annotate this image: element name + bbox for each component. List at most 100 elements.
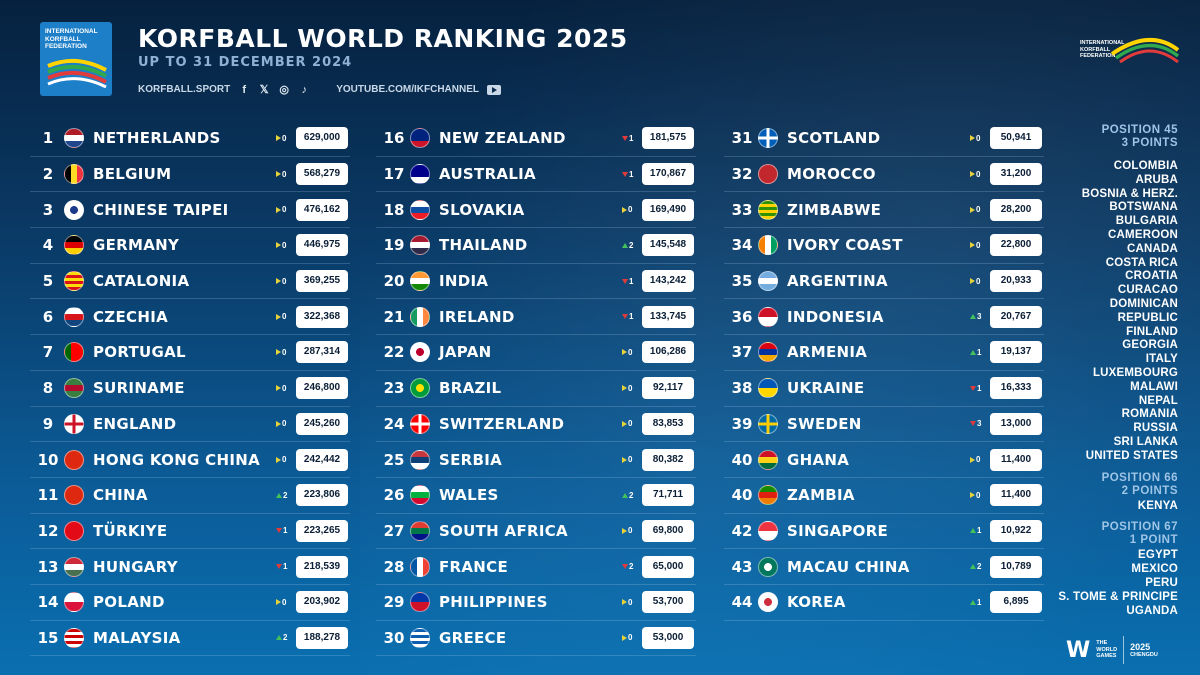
trend-down-icon — [622, 278, 628, 284]
rank-number: 7 — [42, 343, 54, 362]
social-bar: KORFBALL.SPORT f 𝕏 ◎ ♪ YOUTUBE.COM/IKFCH… — [138, 83, 501, 96]
country-name: NETHERLANDS — [93, 129, 221, 148]
rank-change: 0 — [276, 170, 296, 179]
points-badge: 19,137 — [990, 341, 1042, 364]
rank-change: 1 — [276, 562, 296, 571]
ranking-row: 5 CATALONIA 0 369,255 — [30, 264, 350, 300]
points-badge: 476,162 — [296, 198, 348, 221]
side-country: COLOMBIA — [1113, 160, 1178, 172]
country-name: SURINAME — [93, 379, 185, 398]
trend-up-icon — [970, 349, 976, 355]
x-icon[interactable]: 𝕏 — [259, 84, 269, 96]
rank-change: 2 — [970, 562, 990, 571]
wg-line-2: WORLD — [1096, 646, 1118, 653]
rank-number: 24 — [383, 414, 405, 433]
rank-number: 19 — [383, 236, 405, 255]
points-badge: 69,800 — [642, 519, 694, 542]
tiktok-icon[interactable]: ♪ — [301, 83, 307, 96]
points-badge: 223,806 — [296, 484, 348, 507]
group-points: 1 POINT — [1129, 534, 1178, 547]
country-name: WALES — [439, 486, 499, 505]
ranking-row: 32 MOROCCO 0 31,200 — [724, 157, 1044, 193]
country-flag-icon — [64, 128, 84, 149]
rank-change-value: 0 — [282, 133, 287, 143]
trend-down-icon — [970, 385, 976, 391]
points-badge: 10,789 — [990, 555, 1042, 578]
trend-same-icon — [276, 242, 281, 249]
ranking-row: 8 SURINAME 0 246,800 — [30, 371, 350, 407]
rank-change-value: 0 — [976, 205, 981, 215]
points-badge: 203,902 — [296, 591, 348, 614]
ikf-logo-right: INTERNATIONAL KORFBALL FEDERATION — [1080, 32, 1180, 72]
rank-number: 36 — [731, 307, 753, 326]
points-badge: 71,711 — [642, 484, 694, 507]
country-flag-icon — [64, 271, 84, 292]
rank-number: 11 — [37, 486, 59, 505]
rank-change-value: 2 — [629, 240, 634, 250]
lower-positions-list: POSITION 45 3 POINTS COLOMBIA ARUBA BOSNIA &… — [1050, 124, 1178, 626]
ranking-column-2: 16 NEW ZEALAND 1 181,575 17 AUSTRALIA 1 170,867… — [376, 121, 696, 657]
country-flag-icon — [410, 592, 430, 613]
trend-same-icon — [276, 599, 281, 606]
ranking-row: 28 FRANCE 2 65,000 — [376, 549, 696, 585]
rank-change: 0 — [276, 598, 296, 607]
logo-right-line-3: FEDERATION — [1080, 53, 1116, 59]
country-name: THAILAND — [439, 236, 528, 255]
ranking-row: 30 GREECE 0 53,000 — [376, 621, 696, 657]
rank-change-value: 2 — [283, 490, 288, 500]
country-name: GERMANY — [93, 236, 180, 255]
side-country: REPUBLIC — [1117, 311, 1178, 324]
points-badge: 568,279 — [296, 163, 348, 186]
rank-number: 40 — [731, 486, 753, 505]
trend-up-icon — [622, 242, 628, 248]
country-flag-icon — [64, 413, 84, 434]
ranking-row: 44 KOREA 1 6,895 — [724, 585, 1044, 621]
website-link[interactable]: KORFBALL.SPORT — [138, 84, 231, 95]
points-badge: 242,442 — [296, 448, 348, 471]
country-flag-icon — [64, 592, 84, 613]
trend-same-icon — [622, 349, 627, 356]
rank-change: 1 — [622, 134, 642, 143]
country-flag-icon — [410, 520, 430, 541]
trend-same-icon — [276, 385, 281, 392]
rank-number: 43 — [731, 557, 753, 576]
rank-number: 3 — [42, 200, 54, 219]
ranking-row: 7 PORTUGAL 0 287,314 — [30, 335, 350, 371]
logo-right-swoosh-icon — [1110, 37, 1180, 64]
country-name: CZECHIA — [93, 307, 168, 326]
ranking-row: 6 CZECHIA 0 322,368 — [30, 299, 350, 336]
youtube-link[interactable]: YOUTUBE.COM/IKFCHANNEL — [336, 84, 479, 95]
rank-number: 18 — [383, 200, 405, 219]
points-badge: 10,922 — [990, 519, 1042, 542]
youtube-icon[interactable] — [487, 84, 501, 95]
rank-change: 0 — [622, 598, 642, 607]
instagram-icon[interactable]: ◎ — [279, 84, 290, 96]
country-name: POLAND — [93, 593, 165, 612]
rank-number: 29 — [383, 593, 405, 612]
ranking-row: 24 SWITZERLAND 0 83,853 — [376, 407, 696, 443]
facebook-icon[interactable]: f — [242, 83, 247, 96]
points-badge: 65,000 — [642, 555, 694, 578]
country-flag-icon — [64, 235, 84, 256]
country-flag-icon — [758, 128, 778, 149]
rank-number: 4 — [42, 236, 54, 255]
country-flag-icon — [758, 449, 778, 470]
country-name: BELGIUM — [93, 165, 172, 184]
points-badge: 246,800 — [296, 377, 348, 400]
country-name: CATALONIA — [93, 272, 190, 291]
points-badge: 170,867 — [642, 163, 694, 186]
world-games-logo: W THE WORLD GAMES 2025 CHENGDU — [1066, 636, 1158, 664]
group-points: 3 POINTS — [1121, 137, 1178, 149]
logo-line-2: KORFBALL — [45, 35, 81, 43]
rank-change-value: 0 — [282, 347, 287, 357]
rank-change-value: 0 — [976, 240, 981, 250]
trend-same-icon — [276, 278, 281, 285]
points-badge: 31,200 — [990, 163, 1042, 186]
rank-change-value: 0 — [282, 597, 287, 607]
side-country: CANADA — [1126, 242, 1178, 255]
rank-number: 17 — [383, 165, 405, 184]
country-flag-icon — [410, 199, 430, 220]
points-badge: 80,382 — [642, 448, 694, 471]
rank-change: 0 — [276, 241, 296, 250]
points-badge: 143,242 — [642, 270, 694, 293]
